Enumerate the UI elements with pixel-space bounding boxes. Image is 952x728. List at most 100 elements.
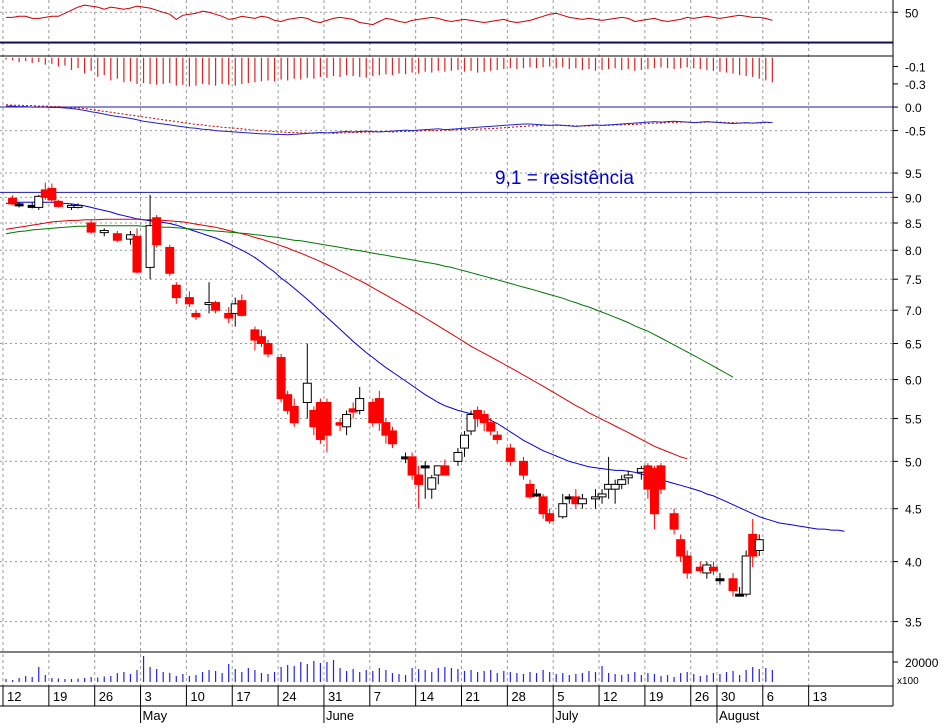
x-tick-label: 6	[767, 689, 774, 704]
candle-body	[669, 513, 679, 530]
candle-body	[754, 539, 764, 551]
candle-body	[191, 312, 201, 318]
candle-body	[610, 483, 620, 490]
candle-body	[256, 336, 266, 345]
candle-body	[414, 474, 424, 485]
candle-body	[47, 187, 57, 201]
y-tick-label: 5.5	[905, 413, 922, 427]
candle-body	[250, 329, 260, 341]
candle-body	[715, 578, 725, 582]
candle-body	[728, 578, 738, 592]
candle-body	[545, 513, 555, 522]
candle-body	[558, 503, 568, 518]
candle-body	[171, 284, 181, 299]
candle-body	[381, 422, 391, 436]
y-tick-label: 3.5	[905, 616, 922, 630]
candle-body	[505, 447, 515, 462]
candle-body	[577, 498, 587, 505]
x-tick-label: 21	[466, 689, 480, 704]
x-tick-label: 28	[511, 689, 525, 704]
y-tick-label: 9.5	[905, 167, 922, 181]
y-tick-label: 0.0	[905, 101, 922, 115]
grid-lines	[0, 0, 893, 686]
candle-body	[283, 394, 293, 411]
candle-body	[427, 477, 437, 490]
x-tick-label: 12	[603, 689, 617, 704]
x-tick-label: 5	[557, 689, 564, 704]
y-tick-label: 9.0	[905, 191, 922, 205]
y-tick-label: 4.0	[905, 556, 922, 570]
x-tick-label: 10	[190, 689, 204, 704]
candle-body	[597, 493, 607, 498]
candle-body	[623, 474, 633, 479]
candle-body	[86, 222, 96, 233]
candle-body	[73, 204, 83, 208]
candle-body	[263, 343, 273, 355]
month-tick-label: May	[143, 708, 168, 723]
y-tick-label: -0.5	[905, 125, 926, 139]
candle-body	[591, 496, 600, 500]
y-tick-label: -0.3	[905, 78, 926, 92]
candle-body	[479, 413, 489, 424]
candle-body	[676, 539, 686, 557]
y-tick-label: 20000	[905, 656, 939, 670]
y-tick-label: 6.0	[905, 373, 922, 387]
moving-average-line	[5, 218, 688, 460]
candle-body	[211, 302, 221, 311]
x-tick-label: 26	[99, 689, 113, 704]
month-tick-label: August	[719, 708, 760, 723]
candle-body	[741, 555, 751, 595]
candle-body	[453, 451, 463, 462]
candle-body	[518, 460, 528, 476]
x-tick-label: 26	[695, 689, 709, 704]
x-tick-label: 30	[721, 689, 735, 704]
x-tick-label: 31	[328, 689, 342, 704]
oscillator-line	[6, 4, 773, 26]
x-tick-label: 13	[813, 689, 827, 704]
candle-body	[355, 398, 365, 411]
candle-body	[152, 217, 162, 246]
candle-body	[735, 593, 745, 597]
candle-body	[649, 468, 659, 515]
candle-body	[184, 297, 194, 305]
candle-body	[289, 405, 299, 424]
macd-line	[6, 105, 773, 136]
candle-body	[466, 413, 476, 432]
y-tick-label: 7.5	[905, 273, 922, 287]
month-tick-label: July	[555, 708, 579, 723]
candle-body	[53, 200, 63, 207]
month-tick-label: June	[326, 708, 354, 723]
candle-body	[8, 197, 18, 205]
y-tick-label: 6.5	[905, 338, 922, 352]
macd-panel	[0, 104, 893, 136]
candle-body	[145, 225, 155, 268]
candle-body	[224, 312, 234, 319]
resistance-annotation: 9,1 = resistência	[495, 168, 634, 189]
candle-body	[14, 203, 24, 207]
candle-body	[342, 413, 352, 428]
volume-panel	[5, 656, 773, 682]
candle-body	[374, 398, 384, 424]
candle-body	[387, 430, 397, 445]
candle-body	[492, 434, 502, 440]
candle-body	[112, 233, 122, 241]
candle-body	[132, 235, 142, 273]
moving-average-line	[5, 225, 734, 378]
axes: 50 -0.1 -0.3 0.0 -0.5 9.5 9.0 8.5 8.0 7.5 7.0 6.5 6.…	[0, 0, 939, 723]
candle-body	[165, 246, 175, 274]
candle-body	[617, 479, 627, 485]
macd-signal-line	[5, 104, 773, 134]
candle-body	[538, 496, 548, 515]
y-tick-label: 8.0	[905, 244, 922, 258]
y-tick-label: 8.5	[905, 217, 922, 231]
candle-body	[525, 483, 535, 498]
x-tick-label: 7	[374, 689, 381, 704]
candle-body	[34, 195, 44, 208]
x-tick-label: 3	[145, 689, 152, 704]
candle-body	[237, 300, 247, 316]
candle-body	[276, 357, 286, 400]
candle-body	[708, 566, 718, 572]
volume-unit-label: x100	[897, 676, 919, 687]
